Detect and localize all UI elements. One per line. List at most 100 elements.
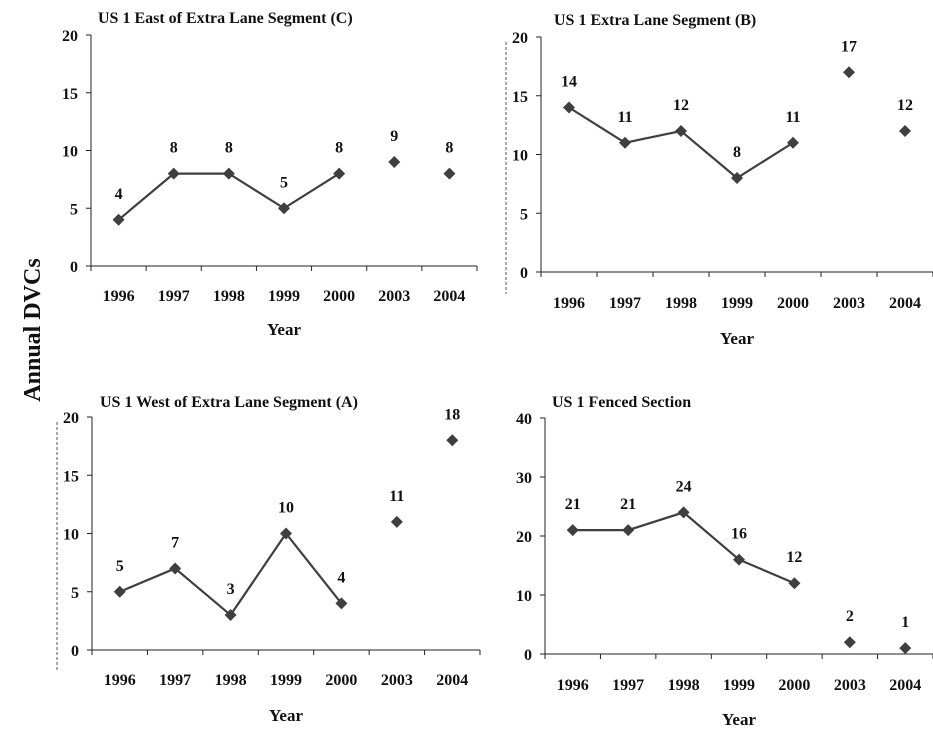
chart-panel-1: US 1 East of Extra Lane Segment (C) 0 5 10 1… (62, 10, 478, 339)
x-tick-label: 2000 (778, 677, 810, 694)
data-point-marker (677, 506, 690, 519)
y-tick-label: 5 (520, 206, 528, 223)
data-label: 11 (389, 488, 404, 505)
data-label: 12 (897, 97, 913, 114)
data-point-marker (787, 136, 799, 149)
data-point-marker (899, 642, 912, 655)
y-tick-label: 15 (512, 89, 528, 106)
data-label: 17 (841, 38, 857, 55)
y-tick-label: 20 (63, 410, 79, 427)
series-line (572, 511, 795, 585)
y-tick-label: 10 (512, 148, 528, 165)
x-tick-label: 1999 (721, 295, 753, 312)
y-tick-label: 10 (62, 144, 78, 161)
data-label: 11 (785, 109, 800, 126)
x-tick-label: 2003 (378, 288, 410, 305)
data-label: 16 (731, 526, 747, 543)
x-tick-label: 2004 (433, 288, 465, 305)
x-tick-label: 1999 (270, 672, 302, 689)
chart-title: US 1 Fenced Section (552, 394, 691, 411)
x-tick-label: 1997 (609, 295, 641, 312)
x-tick-label: 1999 (268, 288, 300, 305)
y-tick-label: 20 (512, 30, 528, 47)
data-point-marker (169, 562, 182, 575)
data-label: 8 (445, 140, 453, 157)
y-tick-label: 30 (516, 470, 532, 487)
x-tick-label: 1996 (104, 672, 136, 689)
figure-ylabel: Annual DVCs (20, 258, 46, 401)
x-tick-label: 2000 (777, 295, 809, 312)
x-tick-label: 1999 (723, 677, 755, 694)
data-label: 10 (278, 500, 294, 517)
data-point-marker (788, 577, 801, 590)
y-tick-label: 5 (70, 201, 78, 218)
chart-title: US 1 Extra Lane Segment (B) (554, 12, 756, 29)
data-point-marker (390, 515, 403, 528)
data-label: 21 (565, 496, 581, 513)
x-tick-label: 2004 (889, 677, 921, 694)
data-point-marker (167, 167, 180, 180)
y-tick-label: 10 (63, 527, 79, 544)
x-axis-label: Year (267, 320, 301, 339)
x-tick-label: 1996 (553, 295, 585, 312)
data-point-marker (733, 553, 745, 566)
data-point-marker (388, 156, 401, 169)
data-label: 24 (676, 478, 692, 495)
data-label: 7 (171, 534, 179, 551)
data-label: 4 (115, 186, 123, 203)
y-tick-label: 15 (62, 86, 78, 103)
data-point-marker (843, 66, 855, 79)
chart-panels: US 1 East of Extra Lane Segment (C)05101… (56, 10, 933, 729)
data-label: 8 (335, 140, 343, 157)
data-point-marker (843, 636, 856, 649)
data-point-marker (333, 167, 346, 180)
data-point-marker (280, 527, 292, 540)
data-point-marker (619, 136, 631, 149)
x-tick-label: 1997 (612, 677, 644, 694)
x-tick-label: 1997 (159, 672, 191, 689)
x-tick-label: 1998 (215, 672, 247, 689)
x-tick-label: 1996 (557, 677, 589, 694)
data-label: 12 (673, 97, 689, 114)
data-point-marker (335, 597, 348, 610)
y-tick-label: 0 (71, 643, 79, 660)
data-point-marker (899, 125, 911, 137)
x-axis-label: Year (269, 706, 303, 725)
data-label: 8 (733, 144, 741, 161)
data-point-marker (224, 609, 237, 622)
x-tick-label: 1996 (103, 288, 135, 305)
data-point-marker (675, 125, 687, 137)
data-label: 14 (561, 74, 577, 91)
x-tick-label: 2003 (381, 672, 413, 689)
data-label: 1 (901, 614, 909, 631)
data-point-marker (113, 585, 126, 598)
data-point-marker (622, 524, 635, 537)
chart-panel-4: US 1 Fenced Section 0 10 20 30 40 1996 1997 1998… (516, 394, 933, 729)
data-label: 9 (390, 128, 398, 145)
x-tick-label: 1998 (213, 288, 245, 305)
data-label: 3 (227, 581, 235, 598)
data-label: 5 (280, 174, 288, 191)
series-line (568, 106, 794, 180)
chart-panel-2: US 1 Extra Lane Segment (B) 0 5 10 15 20 1996 1… (505, 12, 933, 348)
data-point-marker (278, 202, 290, 215)
chart-panel-3: US 1 West of Extra Lane Segment (A) 0 5 10 1… (56, 394, 481, 725)
y-tick-label: 10 (516, 588, 532, 605)
data-point-marker (222, 167, 235, 180)
x-tick-label: 2003 (833, 295, 865, 312)
x-tick-label: 2000 (323, 288, 355, 305)
x-tick-label: 2003 (834, 677, 866, 694)
series-line (117, 172, 340, 221)
data-label: 12 (786, 549, 802, 566)
series-line (119, 531, 343, 617)
x-tick-label: 1998 (665, 295, 697, 312)
data-point-marker (446, 434, 459, 447)
x-tick-label: 2004 (436, 672, 468, 689)
x-tick-label: 1997 (158, 288, 190, 305)
data-label: 4 (337, 569, 345, 586)
y-tick-label: 20 (516, 529, 532, 546)
y-tick-label: 40 (516, 411, 532, 428)
data-label: 8 (225, 140, 233, 157)
x-tick-label: 2000 (325, 672, 357, 689)
